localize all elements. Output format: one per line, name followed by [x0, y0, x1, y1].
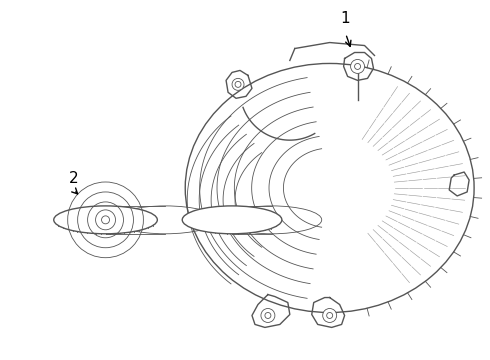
Text: 2: 2: [69, 171, 78, 185]
Ellipse shape: [185, 63, 474, 312]
Ellipse shape: [54, 206, 157, 234]
Circle shape: [232, 78, 244, 90]
Text: 1: 1: [341, 11, 350, 26]
Circle shape: [101, 216, 110, 224]
Circle shape: [323, 309, 337, 323]
Circle shape: [350, 59, 365, 73]
Circle shape: [261, 309, 275, 323]
Ellipse shape: [182, 206, 282, 234]
